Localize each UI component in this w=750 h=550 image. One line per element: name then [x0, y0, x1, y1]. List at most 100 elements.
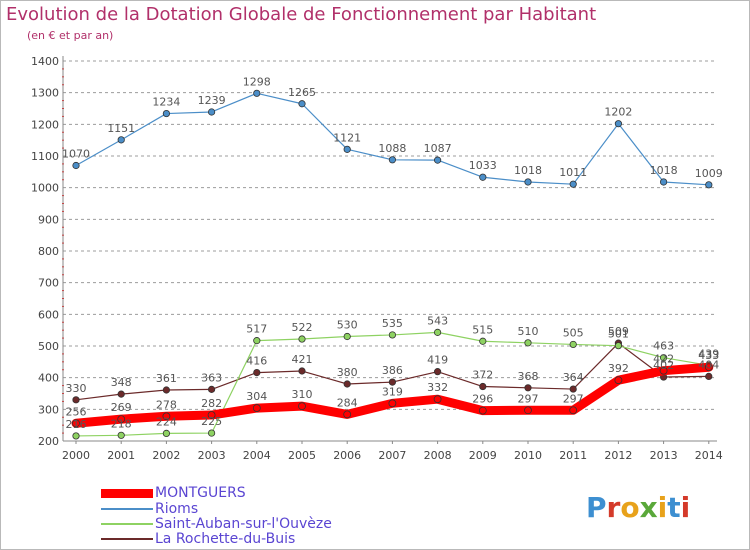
data-label-montguers: 296	[472, 393, 493, 406]
x-tick-label: 2003	[198, 449, 226, 462]
data-label-montguers: 433	[698, 349, 719, 362]
data-label-saint-auban-sur-l-ouveze: 216	[66, 418, 87, 431]
data-label-la-rochette-du-buis: 368	[518, 370, 539, 383]
data-label-la-rochette-du-buis: 348	[111, 376, 132, 389]
data-point-rioms	[524, 178, 532, 186]
data-point-saint-auban-sur-l-ouveze	[72, 432, 80, 440]
data-label-montguers: 310	[292, 388, 313, 401]
logo-letter: t	[667, 491, 681, 524]
data-label-la-rochette-du-buis: 380	[337, 366, 358, 379]
y-tick-label: 500	[38, 340, 59, 353]
data-point-saint-auban-sur-l-ouveze	[117, 431, 125, 439]
data-point-saint-auban-sur-l-ouveze	[162, 429, 170, 437]
data-label-montguers: 422	[653, 353, 674, 366]
data-point-la-rochette-du-buis	[479, 382, 487, 391]
data-point-montguers	[524, 406, 532, 415]
data-point-la-rochette-du-buis	[208, 385, 216, 393]
x-tick-label: 2002	[152, 449, 180, 462]
data-point-la-rochette-du-buis	[298, 367, 306, 375]
data-point-saint-auban-sur-l-ouveze	[298, 335, 306, 343]
data-point-rioms	[343, 145, 351, 153]
data-point-montguers	[162, 412, 171, 421]
data-label-saint-auban-sur-l-ouveze: 218	[111, 417, 132, 430]
data-label-montguers: 332	[427, 381, 448, 394]
legend-swatch-montguers	[101, 488, 153, 498]
chart-title: Evolution de la Dotation Globale de Fonc…	[6, 4, 597, 25]
logo-letter: P	[586, 491, 607, 524]
data-label-la-rochette-du-buis: 416	[246, 355, 267, 368]
axes: 200 300 400 500 600 700 800 900 1000 1100 1200 1300…	[31, 55, 723, 462]
y-tick-label: 1000	[31, 182, 59, 195]
x-tick-label: 2014	[695, 449, 723, 462]
data-label-saint-auban-sur-l-ouveze: 510	[518, 325, 539, 338]
x-tick-label: 2005	[288, 449, 316, 462]
data-label-saint-auban-sur-l-ouveze: 501	[608, 328, 629, 341]
data-point-saint-auban-sur-l-ouveze	[208, 429, 216, 437]
data-label-la-rochette-du-buis: 386	[382, 364, 403, 377]
logo-letter: x	[639, 491, 658, 524]
y-tick-label: 800	[38, 245, 59, 258]
data-label-saint-auban-sur-l-ouveze: 535	[382, 317, 403, 330]
data-label-la-rochette-du-buis: 404	[698, 358, 719, 371]
y-tick-label: 300	[38, 403, 59, 416]
data-point-la-rochette-du-buis	[72, 396, 80, 404]
data-point-saint-auban-sur-l-ouveze	[479, 337, 487, 345]
y-tick-label: 1400	[31, 55, 59, 68]
data-label-saint-auban-sur-l-ouveze: 517	[246, 323, 267, 336]
data-label-rioms: 1018	[650, 164, 678, 177]
data-label-montguers: 319	[382, 385, 403, 398]
data-point-saint-auban-sur-l-ouveze	[433, 328, 442, 336]
data-label-montguers: 256	[66, 405, 87, 418]
data-point-saint-auban-sur-l-ouveze	[253, 337, 261, 345]
data-point-saint-auban-sur-l-ouveze	[569, 340, 577, 349]
x-tick-label: 2013	[650, 449, 678, 462]
data-label-rioms: 1088	[378, 142, 406, 155]
y-tick-label: 400	[38, 372, 59, 385]
data-point-saint-auban-sur-l-ouveze	[659, 354, 668, 362]
legend-label-la-rochette: La Rochette-du-Buis	[155, 531, 296, 547]
data-point-rioms	[569, 180, 577, 188]
data-label-la-rochette-du-buis: 372	[472, 369, 493, 382]
data-point-montguers	[298, 402, 306, 411]
x-tick-label: 2006	[333, 449, 361, 462]
data-point-montguers	[614, 376, 623, 385]
data-label-saint-auban-sur-l-ouveze: 463	[653, 340, 674, 353]
data-point-saint-auban-sur-l-ouveze	[343, 332, 351, 341]
data-label-la-rochette-du-buis: 361	[156, 372, 177, 385]
data-label-montguers: 278	[156, 398, 177, 411]
data-label-montguers: 304	[246, 390, 267, 403]
data-point-montguers	[569, 406, 578, 415]
data-point-montguers	[252, 404, 261, 412]
data-label-montguers: 269	[111, 401, 132, 414]
data-point-la-rochette-du-buis	[117, 390, 125, 398]
data-point-rioms	[388, 156, 396, 164]
x-tick-label: 2012	[604, 449, 632, 462]
data-label-rioms: 1070	[62, 148, 90, 161]
legend-item-saint-auban: Saint-Auban-sur-l'Ouvèze	[101, 516, 332, 532]
x-tick-label: 2000	[62, 449, 90, 462]
data-point-rioms	[659, 178, 668, 186]
data-point-la-rochette-du-buis	[343, 380, 351, 388]
data-point-la-rochette-du-buis	[433, 368, 442, 376]
data-point-montguers	[433, 395, 442, 404]
data-point-saint-auban-sur-l-ouveze	[614, 342, 623, 350]
data-label-saint-auban-sur-l-ouveze: 515	[472, 323, 493, 336]
x-tick-label: 2007	[378, 449, 406, 462]
data-point-rioms	[117, 136, 125, 144]
data-label-rioms: 1298	[243, 75, 271, 88]
data-label-rioms: 1011	[559, 166, 587, 179]
data-label-montguers: 284	[337, 396, 358, 409]
data-label-rioms: 1009	[695, 167, 723, 180]
x-tick-label: 2008	[424, 449, 452, 462]
data-label-rioms: 1033	[469, 159, 497, 172]
logo-letter: i	[680, 491, 691, 524]
y-tick-label: 200	[38, 435, 59, 448]
y-tick-label: 600	[38, 308, 59, 321]
data-label-saint-auban-sur-l-ouveze: 439	[698, 347, 719, 360]
data-point-la-rochette-du-buis	[524, 384, 532, 392]
data-label-saint-auban-sur-l-ouveze: 522	[292, 321, 313, 334]
data-point-montguers	[478, 406, 487, 415]
y-tick-label: 1300	[31, 87, 59, 100]
